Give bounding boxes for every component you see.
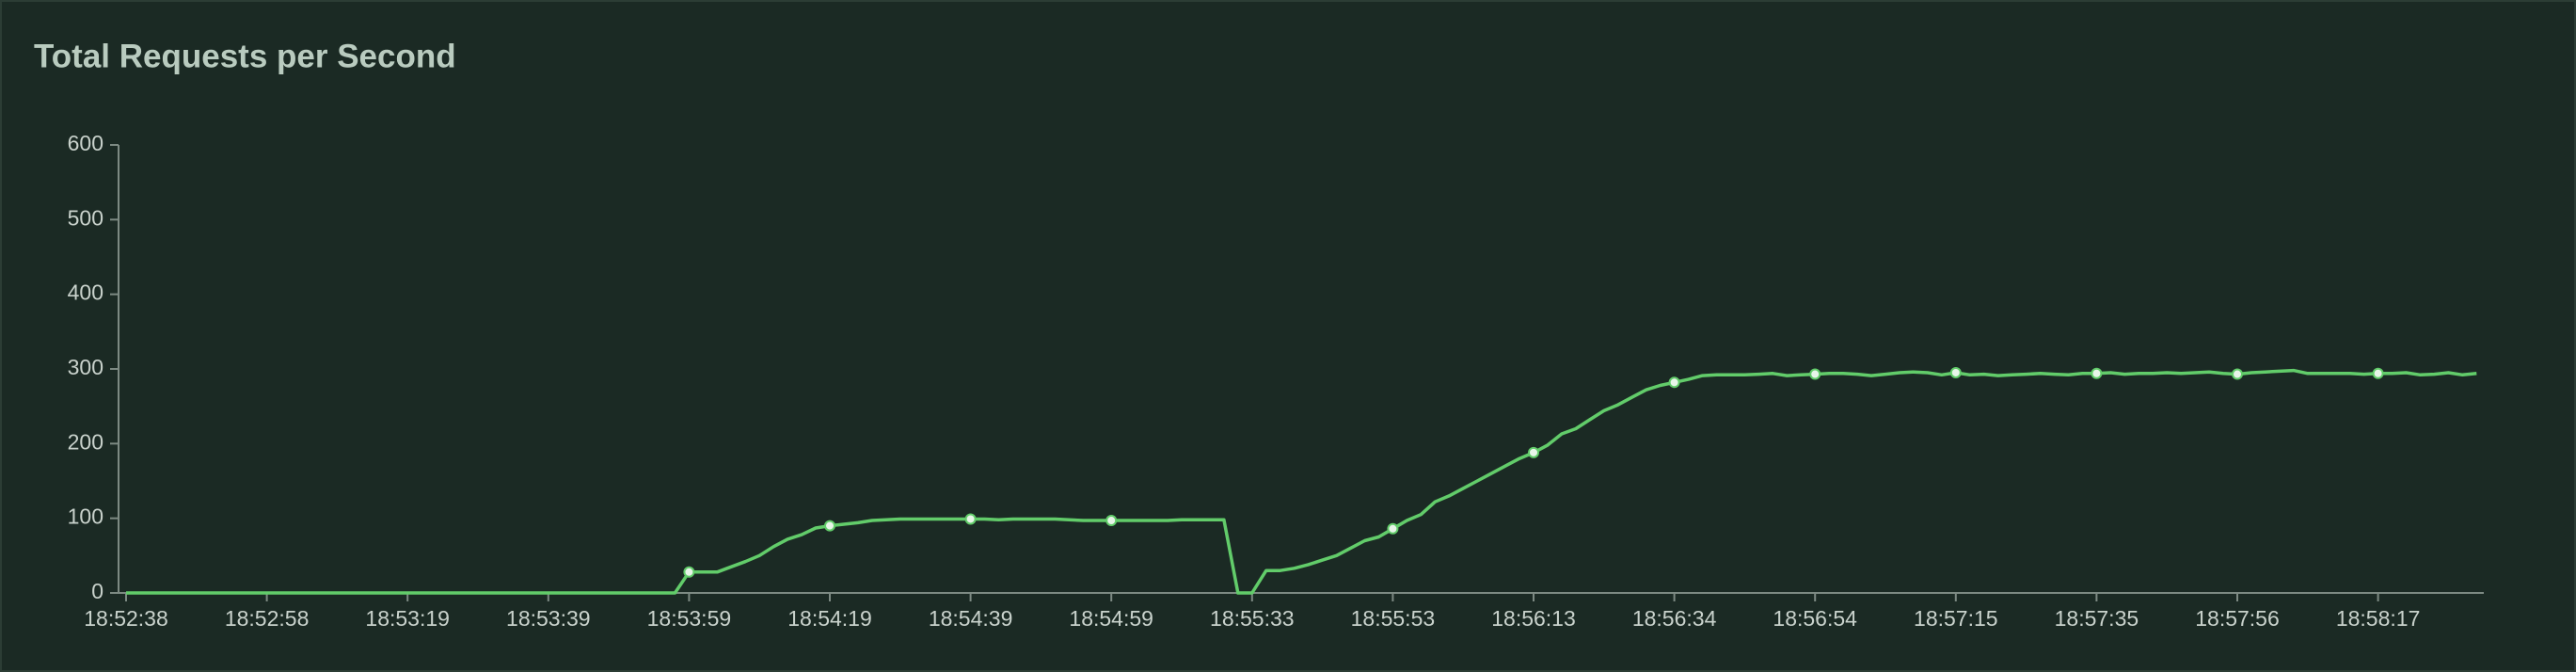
plot-area: 0 100 200 300 400 500 600 18:52:38 18:52:58 18:53… (68, 131, 2484, 631)
y-tick-label: 0 (91, 579, 103, 603)
x-tick-label: 18:53:59 (647, 606, 732, 631)
data-point (824, 520, 835, 532)
x-tick-label: 18:52:38 (84, 606, 168, 631)
x-tick-label: 18:56:34 (1632, 606, 1717, 631)
x-tick-label: 18:53:39 (506, 606, 591, 631)
y-tick-label: 200 (68, 429, 103, 454)
x-tick-label: 18:57:56 (2195, 606, 2280, 631)
x-tick-label: 18:55:53 (1351, 606, 1436, 631)
x-tick-label: 18:52:58 (225, 606, 310, 631)
x-tick-label: 18:54:39 (929, 606, 1013, 631)
data-point (1809, 368, 1821, 380)
data-point (2091, 367, 2103, 379)
x-tick-label: 18:58:17 (2336, 606, 2421, 631)
y-tick-label: 300 (68, 355, 103, 379)
x-tick-label: 18:57:15 (1914, 606, 1998, 631)
x-tick-label: 18:53:19 (365, 606, 450, 631)
data-point (1668, 376, 1680, 389)
data-point (2372, 367, 2384, 379)
y-tick-label: 500 (68, 205, 103, 230)
x-tick-label: 18:54:59 (1069, 606, 1153, 631)
x-tick-label: 18:57:35 (2055, 606, 2139, 631)
data-point (1105, 515, 1118, 527)
data-point (2232, 368, 2243, 380)
x-tick-label: 18:55:33 (1210, 606, 1295, 631)
y-tick-label: 600 (68, 131, 103, 155)
chart-title: Total Requests per Second (34, 38, 456, 74)
x-tick-label: 18:56:13 (1491, 606, 1576, 631)
data-point (1528, 446, 1539, 458)
y-tick-label: 400 (68, 280, 103, 305)
data-point (1387, 522, 1399, 535)
x-tick-label: 18:54:19 (787, 606, 872, 631)
data-point (1949, 366, 1962, 378)
data-line (126, 368, 2477, 595)
data-point (964, 513, 977, 525)
y-tick-label: 100 (68, 504, 103, 529)
data-point (683, 566, 695, 578)
x-tick-label: 18:56:54 (1773, 606, 1857, 631)
